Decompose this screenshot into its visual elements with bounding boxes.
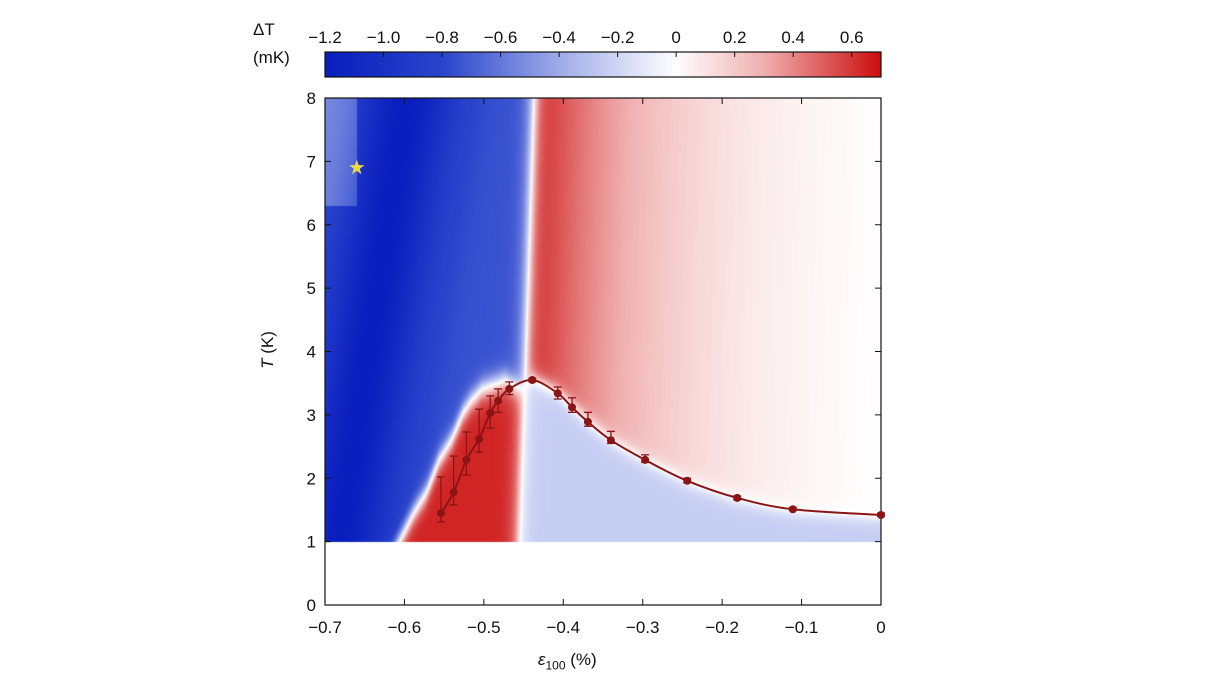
data-point (733, 493, 742, 502)
colorbar-frame (324, 51, 882, 78)
data-point (494, 396, 503, 405)
data-point (877, 511, 885, 520)
y-tick-label: 1 (307, 533, 316, 552)
data-point (436, 509, 445, 518)
y-tick-label: 7 (307, 152, 316, 171)
data-point (475, 434, 484, 443)
x-axis-symbol: ε (538, 650, 546, 669)
y-tick-label: 4 (307, 343, 316, 362)
y-tick-label: 0 (307, 596, 316, 615)
y-axis-unit: (K) (258, 331, 277, 359)
colorbar-label: ΔT (253, 20, 275, 40)
x-tick-label: −0.7 (308, 618, 342, 637)
data-point (568, 403, 577, 412)
data-point (449, 488, 458, 497)
heatmap (325, 98, 881, 605)
y-axis-symbol: T (258, 358, 277, 369)
colorbar-label-text: ΔT (253, 20, 275, 39)
y-tick-label: 8 (307, 89, 316, 108)
x-axis-unit: (%) (565, 650, 597, 669)
x-tick-label: −0.3 (626, 618, 660, 637)
star-icon (349, 159, 365, 175)
series-line (440, 379, 882, 517)
colorbar-tick-label: −0.2 (601, 28, 635, 47)
colorbar-tick-label: −0.6 (484, 28, 518, 47)
data-point (606, 436, 615, 445)
colorbar-unit: (mK) (253, 48, 290, 67)
y-tick-label: 3 (307, 406, 316, 425)
data-point (486, 408, 495, 417)
x-tick-label: −0.6 (388, 618, 422, 637)
y-tick-label: 2 (307, 469, 316, 488)
data-point (505, 384, 514, 393)
x-tick-label: −0.5 (467, 618, 501, 637)
data-point (683, 476, 692, 485)
colorbar-tick-label: 0.2 (723, 28, 747, 47)
data-point (553, 389, 562, 398)
y-tick-label: 6 (307, 216, 316, 235)
x-tick-label: −0.4 (547, 618, 581, 637)
colorbar-tick-label: −0.4 (542, 28, 576, 47)
data-point (641, 455, 650, 464)
x-tick-label: −0.2 (705, 618, 739, 637)
colorbar (325, 52, 881, 77)
x-axis-subscript: 100 (545, 658, 566, 673)
colorbar-tick-label: 0.6 (840, 28, 864, 47)
y-tick-label: 5 (307, 279, 316, 298)
colorbar-tick-label: −0.8 (425, 28, 459, 47)
x-tick-label: 0 (876, 618, 885, 637)
data-point (583, 417, 592, 426)
data-point (788, 505, 797, 514)
colorbar-tick-label: −1.2 (308, 28, 342, 47)
colorbar-tick-label: 0.4 (781, 28, 805, 47)
data-point (528, 376, 537, 385)
colorbar-tick-label: −1.0 (367, 28, 401, 47)
data-point (462, 455, 471, 464)
x-tick-label: −0.1 (785, 618, 819, 637)
y-axis-label: T (K) (258, 310, 278, 390)
colorbar-tick-label: 0 (671, 28, 680, 47)
plot-frame (324, 97, 882, 606)
x-axis-label: ε100 (%) (538, 650, 597, 672)
